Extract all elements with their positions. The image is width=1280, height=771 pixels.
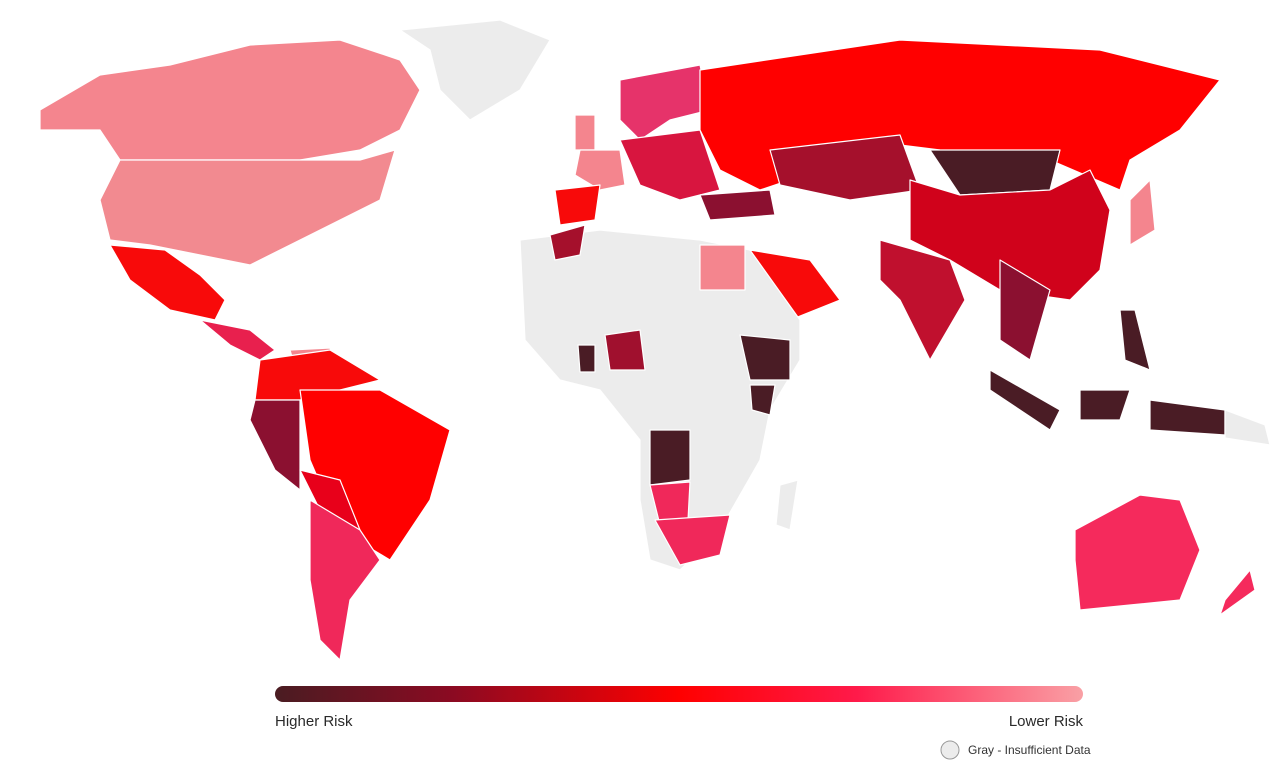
usa xyxy=(99,149,396,266)
morocco xyxy=(549,224,586,261)
ghana xyxy=(577,344,596,373)
mongolia xyxy=(929,149,1061,196)
egypt xyxy=(699,244,746,291)
nigeria xyxy=(604,329,646,371)
legend: Higher Risk Lower Risk Gray - Insufficie… xyxy=(275,686,1091,760)
risk-gradient-bar xyxy=(275,686,1083,702)
india xyxy=(879,239,966,361)
legend-gray-note: Gray - Insufficient Data xyxy=(968,743,1091,757)
kazakhstan xyxy=(769,134,921,201)
scandinavia xyxy=(619,64,711,141)
kenya xyxy=(749,384,776,416)
new-zealand xyxy=(1219,569,1256,616)
ethiopia xyxy=(739,334,791,381)
madagascar xyxy=(775,479,799,531)
legend-low-label: Lower Risk xyxy=(1009,713,1084,730)
spain xyxy=(554,184,601,226)
australia xyxy=(1074,494,1201,611)
countries xyxy=(39,19,1271,661)
china xyxy=(909,169,1111,301)
philippines xyxy=(1119,309,1151,371)
south-africa xyxy=(654,514,731,566)
peru xyxy=(249,399,301,491)
new-guinea xyxy=(1224,409,1271,446)
japan xyxy=(1129,179,1156,246)
legend-high-label: Higher Risk xyxy=(275,713,353,730)
indonesia-west xyxy=(989,369,1061,431)
france xyxy=(574,149,626,191)
southeast-asia xyxy=(999,259,1051,361)
angola xyxy=(649,429,691,486)
greenland xyxy=(399,19,551,121)
central-america xyxy=(199,319,276,361)
uk xyxy=(574,114,596,151)
canada xyxy=(39,39,421,161)
argentina-chile xyxy=(309,499,381,661)
mexico xyxy=(109,244,226,321)
gray-swatch xyxy=(940,740,960,760)
indonesia-east xyxy=(1149,399,1226,436)
turkey xyxy=(699,189,776,221)
borneo xyxy=(1079,389,1131,421)
